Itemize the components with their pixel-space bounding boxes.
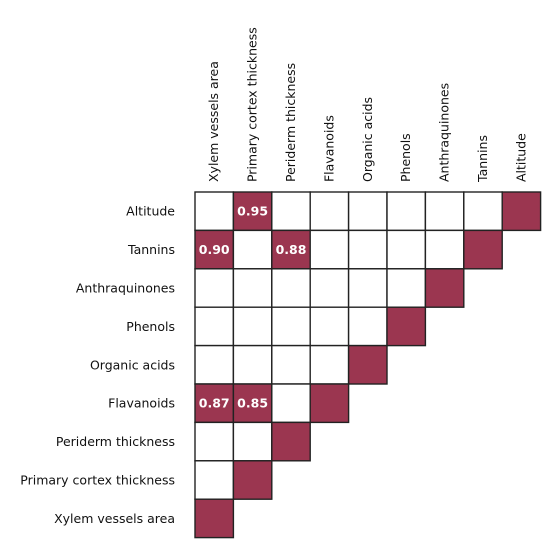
empty-cell (386, 229, 427, 270)
row-label-tannins: Tannins (127, 242, 175, 257)
row-label-altitude: Altitude (126, 204, 175, 219)
empty-cell (232, 421, 273, 462)
cell-value-label: 0.90 (199, 242, 230, 257)
empty-cell (309, 191, 350, 232)
empty-cell (194, 421, 235, 462)
column-label-anthraquinones: Anthraquinones (437, 83, 452, 182)
column-label-phenols: Phenols (398, 133, 413, 182)
diagonal-cell (232, 460, 273, 500)
empty-cell (347, 229, 388, 270)
diagonal-cell (194, 498, 235, 539)
empty-cell (424, 191, 465, 232)
empty-cell (347, 306, 388, 347)
column-label-organic-acids: Organic acids (360, 97, 375, 182)
cell-value-label: 0.95 (237, 204, 268, 219)
empty-cell (271, 268, 311, 308)
empty-cell (194, 344, 235, 385)
row-label-anthraquinones: Anthraquinones (76, 281, 175, 296)
empty-cell (463, 191, 503, 232)
empty-cell (232, 344, 273, 385)
empty-cell (309, 268, 350, 308)
diagonal-cell (347, 344, 388, 385)
empty-cell (271, 383, 311, 424)
empty-cell (386, 268, 427, 308)
column-label-xylem-vessels-area: Xylem vessels area (206, 61, 221, 182)
empty-cell (194, 460, 235, 500)
cell-value-label: 0.88 (276, 242, 307, 257)
significant-cell (232, 191, 273, 232)
empty-cell (271, 191, 311, 232)
cells-layer (194, 191, 542, 539)
cell-value-label: 0.87 (199, 396, 230, 411)
diagonal-cell (309, 383, 350, 424)
column-label-tannins: Tannins (475, 135, 490, 183)
row-label-organic-acids: Organic acids (90, 357, 175, 372)
diagonal-cell (271, 421, 311, 462)
column-label-altitude: Altitude (513, 133, 528, 182)
column-label-flavanoids: Flavanoids (321, 115, 336, 182)
empty-cell (386, 191, 427, 232)
empty-cell (309, 344, 350, 385)
cell-value-label: 0.85 (237, 396, 268, 411)
empty-cell (271, 306, 311, 347)
column-label-primary-cortex-thickness: Primary cortex thickness (245, 27, 260, 182)
row-label-xylem-vessels-area: Xylem vessels area (54, 511, 175, 526)
row-label-periderm-thickness: Periderm thickness (56, 434, 175, 449)
diagonal-cell (501, 191, 542, 232)
empty-cell (232, 268, 273, 308)
empty-cell (271, 344, 311, 385)
empty-cell (232, 306, 273, 347)
empty-cell (232, 229, 273, 270)
row-label-primary-cortex-thickness: Primary cortex thickness (20, 473, 175, 488)
column-label-periderm-thickness: Periderm thickness (283, 63, 298, 182)
empty-cell (194, 191, 235, 232)
empty-cell (309, 229, 350, 270)
empty-cell (194, 268, 235, 308)
diagonal-cell (386, 306, 427, 347)
values-layer: 0.95 0.90 0.88 0.87 0.85 (199, 204, 307, 411)
empty-cell (424, 229, 465, 270)
empty-cell (309, 306, 350, 347)
diagonal-cell (424, 268, 465, 308)
row-label-flavanoids: Flavanoids (108, 396, 175, 411)
column-labels: Xylem vessels area Primary cortex thickne… (206, 27, 528, 183)
diagonal-cell (463, 229, 503, 270)
empty-cell (347, 191, 388, 232)
empty-cell (194, 306, 235, 347)
row-labels: Altitude Tannins Anthraquinones Phenols Orga… (20, 204, 175, 526)
empty-cell (347, 268, 388, 308)
row-label-phenols: Phenols (126, 319, 175, 334)
